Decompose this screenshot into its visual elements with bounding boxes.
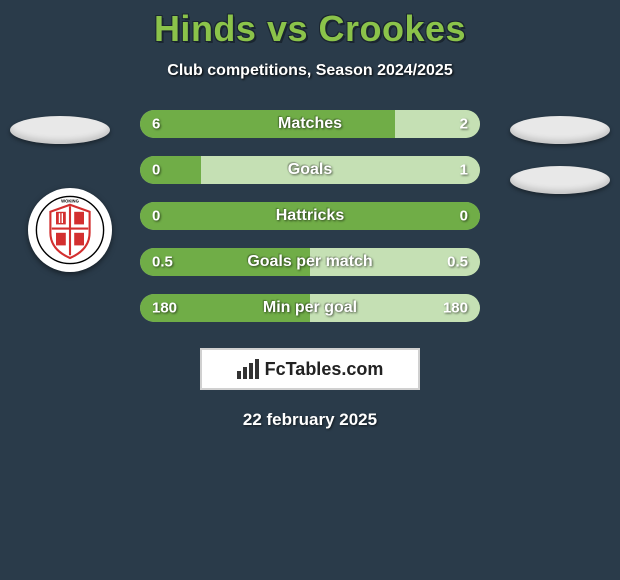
bar-row: Matches62 [140,110,480,138]
bar-segment-left [140,156,201,184]
bar-segment-left [140,202,480,230]
bar-segment-left [140,294,310,322]
bar-segment-right [310,248,480,276]
svg-text:WOKING: WOKING [61,199,79,204]
bar-segment-left [140,248,310,276]
flag-placeholder-left [10,116,110,144]
bar-row: Min per goal180180 [140,294,480,322]
bar-row: Goals01 [140,156,480,184]
subtitle: Club competitions, Season 2024/2025 [0,62,620,80]
flag-placeholder-right-2 [510,166,610,194]
bar-segment-right [201,156,480,184]
brand-logo[interactable]: FcTables.com [200,348,420,390]
bar-chart-icon [237,359,259,379]
brand-name: FcTables.com [265,359,384,380]
bar-segment-left [140,110,395,138]
club-crest-left: WOKING [28,188,112,272]
bar-segment-right [395,110,480,138]
footer-date: 22 february 2025 [0,410,620,430]
bar-row: Hattricks00 [140,202,480,230]
bars-container: Matches62 Goals01 Hattricks00 Goals per mat… [140,110,480,340]
shield-icon: WOKING [35,195,105,265]
bar-segment-right [310,294,480,322]
bar-row: Goals per match0.50.5 [140,248,480,276]
comparison-chart: WOKING Matches62 Goals01 Hattricks00 Goals … [0,110,620,330]
page-title: Hinds vs Crookes [0,0,620,50]
flag-placeholder-right-1 [510,116,610,144]
